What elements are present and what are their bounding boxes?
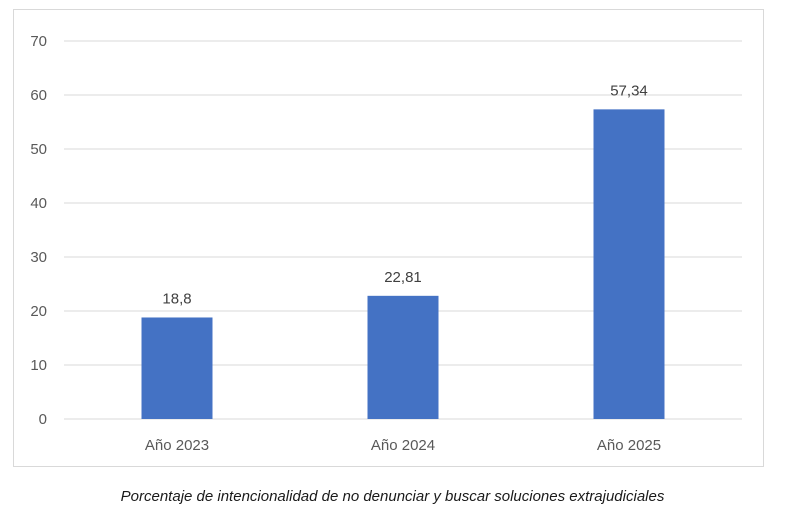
y-tick-label: 0 — [39, 411, 47, 428]
y-tick-label: 10 — [30, 357, 47, 374]
y-axis-tick-labels: 0 10 20 30 40 50 60 70 — [30, 33, 47, 428]
bar — [141, 317, 213, 419]
y-tick-label: 30 — [30, 249, 47, 266]
data-labels: 18,8 22,81 57,34 — [162, 82, 647, 307]
chart-frame: 0 10 20 30 40 50 60 70 18,8 22,81 57,34 Año 2023 A… — [13, 9, 764, 467]
category-label: Año 2024 — [371, 437, 435, 454]
x-axis-category-labels: Año 2023 Año 2024 Año 2025 — [145, 437, 661, 454]
figure-caption: Porcentaje de intencionalidad de no denu… — [120, 488, 665, 505]
data-label: 22,81 — [384, 269, 422, 286]
category-label: Año 2023 — [145, 437, 209, 454]
bars — [141, 109, 665, 419]
y-tick-label: 40 — [30, 195, 47, 212]
category-label: Año 2025 — [597, 437, 661, 454]
bar — [367, 295, 439, 419]
y-tick-label: 70 — [30, 33, 47, 50]
y-tick-label: 50 — [30, 141, 47, 158]
data-label: 57,34 — [610, 82, 648, 99]
bar — [593, 109, 665, 419]
data-label: 18,8 — [162, 290, 191, 307]
y-tick-label: 20 — [30, 303, 47, 320]
y-tick-label: 60 — [30, 87, 47, 104]
